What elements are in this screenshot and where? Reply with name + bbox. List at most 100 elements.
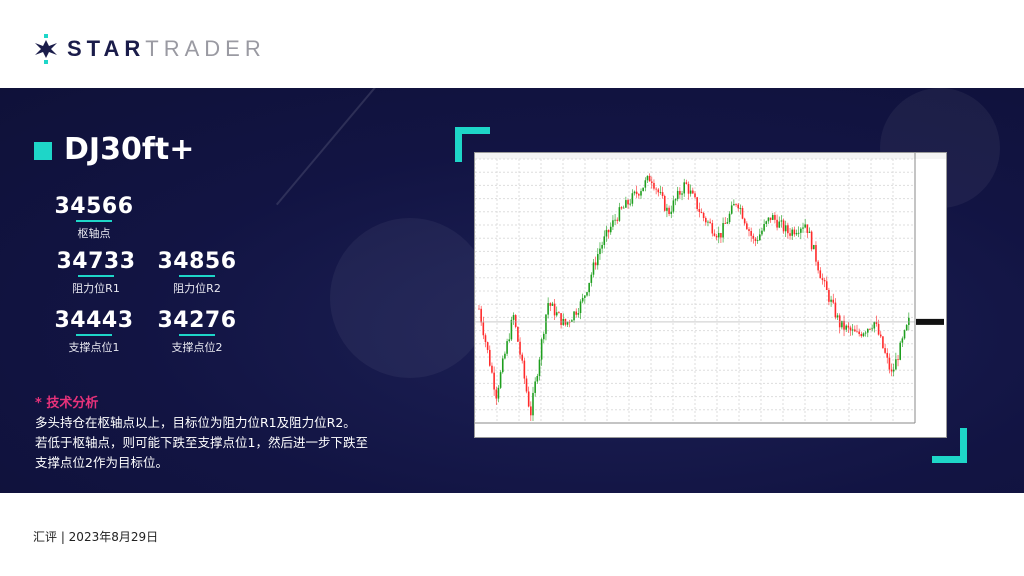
candle-body (707, 221, 709, 223)
candle-body (605, 229, 608, 237)
candle-body (804, 224, 806, 228)
candle-body (607, 229, 610, 233)
candle-body (519, 341, 521, 355)
candle-body (709, 221, 711, 224)
candle-body (761, 230, 763, 235)
candle-body (663, 196, 666, 211)
current-price-tag (916, 318, 944, 325)
candle-body (530, 406, 532, 416)
candle-body (638, 194, 640, 196)
candle-body (825, 281, 828, 291)
decor-line (275, 88, 407, 206)
candle-body (676, 190, 679, 200)
candle-body (813, 245, 815, 250)
candle-body (594, 262, 597, 266)
candle-body (523, 360, 526, 379)
candle-body (756, 240, 759, 241)
candle-body (508, 339, 511, 342)
candle-body (862, 333, 865, 337)
candle-body (588, 282, 590, 293)
candle-body (547, 303, 549, 315)
pivot-level: 34566 枢轴点 (54, 194, 134, 240)
candle-body (694, 193, 696, 198)
candle-body (886, 352, 889, 358)
decor-circle (330, 218, 490, 378)
instrument-title: DJ30ft+ (64, 132, 195, 167)
candle-body (499, 372, 502, 388)
candle-body (517, 326, 519, 342)
candle-body (571, 320, 573, 323)
candle-body (720, 232, 722, 238)
candle-body (536, 375, 539, 382)
candle-body (877, 323, 880, 335)
star-logo-icon (35, 34, 57, 64)
candle-body (597, 254, 599, 266)
candle-body (793, 229, 796, 235)
candle-body (884, 348, 886, 353)
candle-body (873, 321, 876, 329)
candle-body (888, 357, 891, 370)
candle-body (728, 213, 731, 223)
candle-body (506, 341, 508, 354)
candle-body (625, 200, 627, 208)
candle-body (601, 244, 603, 249)
candle-body (890, 369, 893, 372)
title-marker (34, 142, 52, 160)
candle-body (540, 339, 543, 360)
footer-date: 汇评 | 2023年8月29日 (33, 530, 159, 544)
candle-body (480, 308, 482, 323)
candle-body (622, 207, 625, 209)
candle-body (653, 182, 655, 189)
candle-body (510, 319, 513, 340)
candle-body (722, 223, 724, 238)
candle-body (618, 207, 621, 221)
candle-body (633, 191, 636, 194)
candle-body (800, 228, 802, 233)
candle-body (700, 211, 703, 213)
candle-body (754, 238, 757, 241)
candle-body (879, 334, 882, 337)
candle-body (864, 332, 867, 334)
candle-body (575, 311, 577, 315)
candle-body (573, 311, 575, 321)
candle-body (858, 331, 860, 334)
candle-body (789, 233, 791, 236)
candle-body (743, 218, 746, 224)
candle-body (892, 369, 895, 372)
candle-body (689, 190, 692, 194)
candle-body (741, 208, 744, 219)
candle-body (551, 303, 554, 306)
candle-body (495, 389, 498, 399)
candle-body (512, 315, 515, 320)
candle-body (847, 325, 850, 328)
candle-body (629, 203, 631, 205)
candle-body (843, 320, 845, 330)
candle-body (759, 234, 761, 241)
candle-body (651, 181, 653, 183)
candle-body (640, 191, 642, 196)
candle-body (901, 338, 904, 343)
candle-body (737, 204, 739, 209)
candle-body (752, 235, 755, 239)
candle-body (545, 314, 547, 334)
candle-body (867, 328, 869, 333)
candle-body (685, 182, 688, 184)
price-chart (474, 152, 947, 438)
s1-level: 34443 支撑点位1 (54, 308, 134, 354)
candle-body (841, 320, 843, 328)
chart-header-bar (475, 153, 946, 159)
corner-bracket-bottom-right (932, 428, 967, 463)
candle-body (791, 229, 793, 236)
candle-body (787, 225, 789, 234)
r2-level: 34856 阻力位R2 (157, 249, 237, 295)
candle-body (780, 220, 783, 222)
candle-body (683, 182, 685, 194)
candle-body (558, 312, 560, 314)
candle-body (763, 223, 765, 231)
candle-body (644, 180, 647, 188)
candle-body (860, 333, 863, 337)
candle-body (903, 330, 906, 339)
candle-body (795, 233, 798, 235)
candle-body (849, 327, 852, 331)
candle-body (908, 317, 910, 325)
